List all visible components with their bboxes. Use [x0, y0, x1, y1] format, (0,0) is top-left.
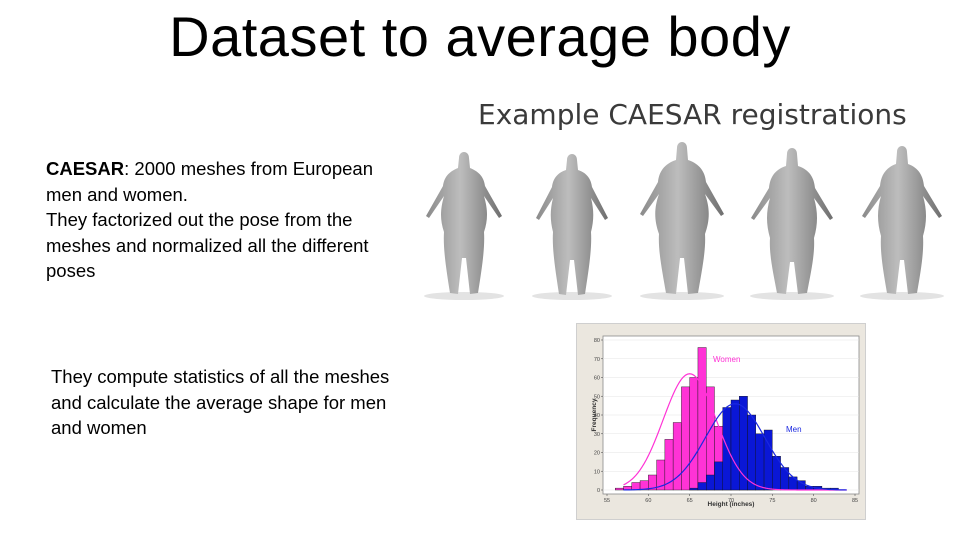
- men-bar: [730, 399, 740, 491]
- caesar-label: CAESAR: [46, 158, 125, 179]
- histogram-svg: 55 60 65 70 75 80 85 0 10 20 30 40 50 60 70 80 Height …: [591, 335, 860, 508]
- women-fit-curve: [623, 373, 847, 491]
- x-tick-label: 65: [687, 498, 693, 504]
- men-series-label: Men: [786, 425, 802, 434]
- men-bars: [689, 396, 839, 491]
- men-bar: [714, 461, 723, 491]
- y-tick-label: 40: [594, 413, 600, 419]
- y-tick-label: 60: [594, 376, 600, 382]
- body-mesh-3: [640, 142, 724, 300]
- body-mesh-1: [424, 152, 504, 300]
- y-ticks: 0 10 20 30 40 50 60 70 80: [594, 338, 603, 494]
- pose-text: They factorized out the pose from the me…: [46, 209, 369, 281]
- x-tick-label: 60: [645, 498, 651, 504]
- women-bar: [689, 377, 699, 491]
- y-tick-label: 0: [597, 488, 600, 494]
- caesar-meshes-text: : 2000 meshes from European men and wome…: [46, 158, 373, 205]
- body-mesh-2: [532, 154, 612, 300]
- men-bar: [755, 433, 765, 491]
- women-bar: [697, 347, 707, 491]
- y-tick-label: 10: [594, 469, 600, 475]
- x-tick-label: 75: [769, 498, 775, 504]
- y-axis-label: Frequency: [591, 398, 598, 431]
- statistics-description: They compute statistics of all the meshe…: [51, 366, 390, 438]
- x-tick-label: 70: [728, 498, 734, 504]
- body-mesh-4: [750, 148, 834, 300]
- y-tick-label: 20: [594, 451, 600, 457]
- men-bar: [747, 414, 757, 491]
- x-tick-label: 80: [811, 498, 817, 504]
- x-tick-label: 55: [604, 498, 610, 504]
- registrations-caption: Example CAESAR registrations: [478, 98, 907, 131]
- women-bar: [705, 386, 715, 491]
- men-bar: [722, 407, 732, 491]
- y-tick-label: 30: [594, 432, 600, 438]
- x-axis-label: Height (inches): [708, 501, 755, 508]
- caesar-registrations-image: [414, 138, 954, 303]
- women-series-label: Women: [713, 355, 740, 364]
- women-bar: [681, 386, 690, 491]
- men-bar: [705, 474, 715, 491]
- women-bar: [615, 487, 624, 491]
- women-bar: [631, 482, 641, 491]
- x-tick-label: 85: [852, 498, 858, 504]
- y-tick-label: 80: [594, 338, 600, 344]
- body-mesh-5: [860, 146, 944, 300]
- height-histogram: 55 60 65 70 75 80 85 0 10 20 30 40 50 60 70 80 Height …: [576, 323, 866, 520]
- men-fit-curve: [623, 403, 847, 491]
- x-ticks: 55 60 65 70 75 80 85: [604, 494, 858, 504]
- y-tick-label: 50: [594, 394, 600, 400]
- men-bar: [689, 487, 699, 491]
- y-tick-label: 70: [594, 357, 600, 363]
- slide-title: Dataset to average body: [169, 5, 791, 68]
- men-bar: [780, 467, 790, 491]
- fit-curves: [623, 373, 847, 491]
- men-bar: [697, 482, 707, 491]
- caesar-description: CAESAR: 2000 meshes from European men an…: [46, 156, 391, 284]
